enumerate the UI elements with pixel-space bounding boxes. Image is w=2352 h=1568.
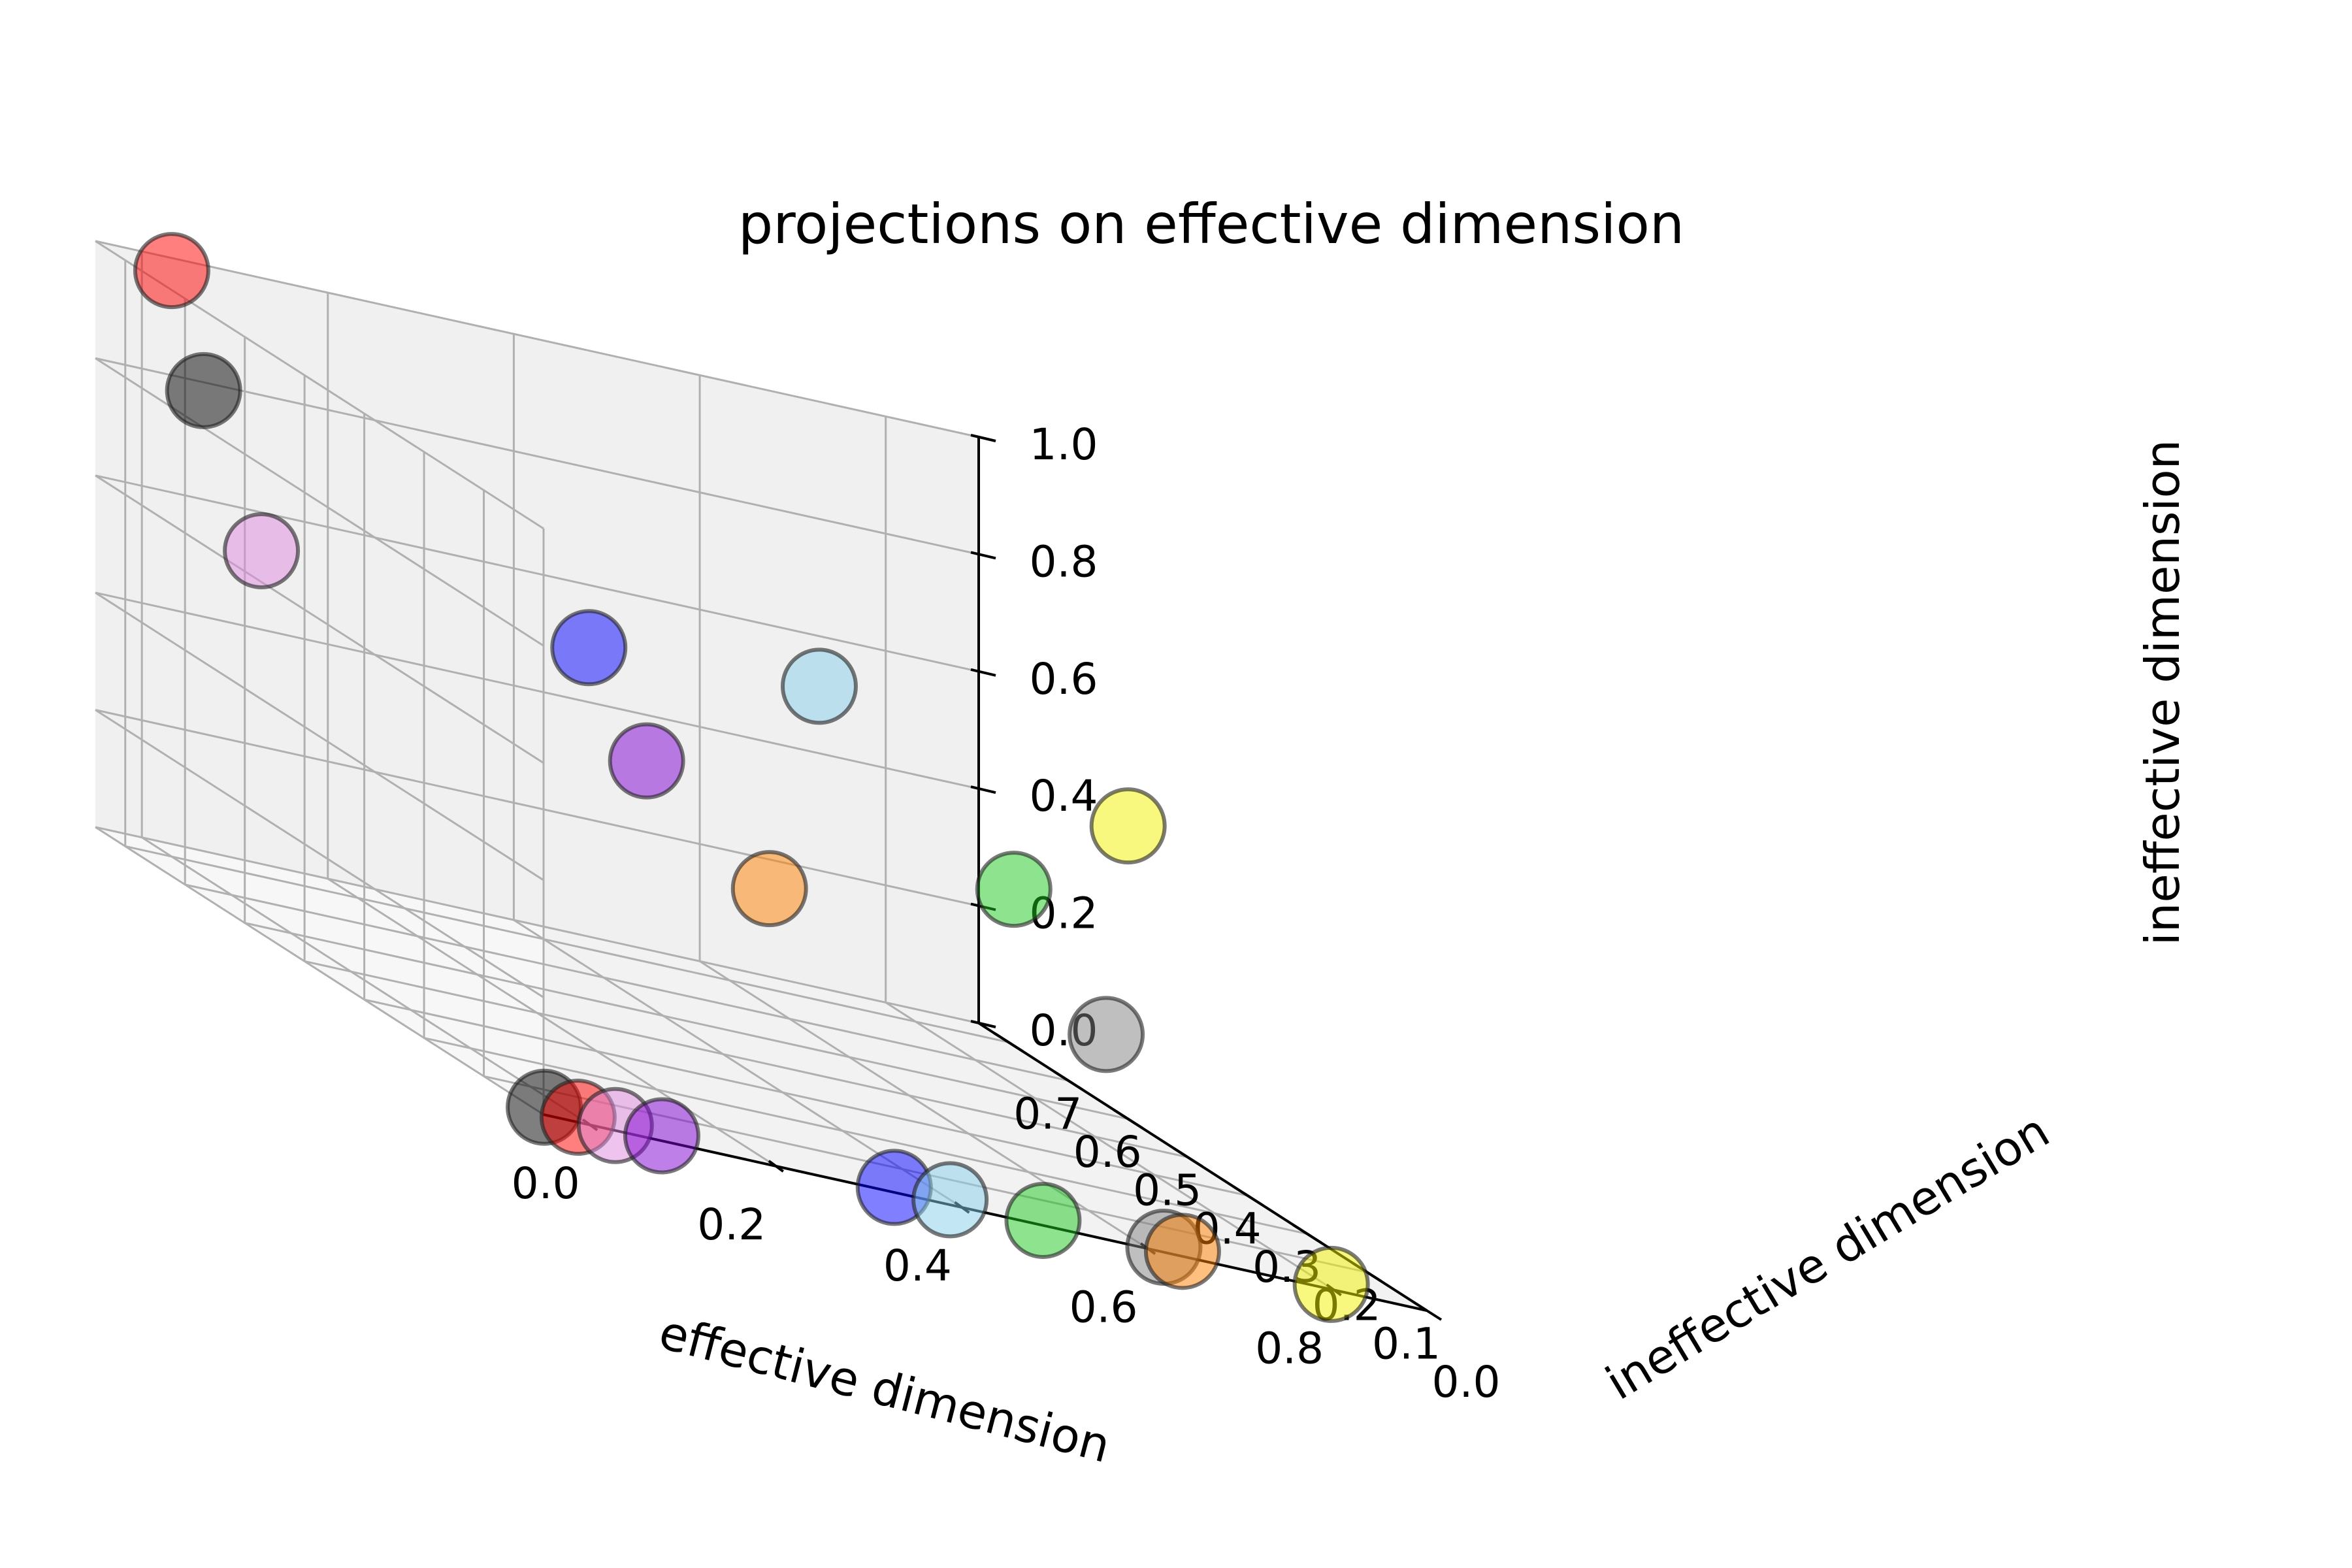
data-point [1292, 1245, 1370, 1323]
y-tick-label: 0.0 [1432, 1357, 1501, 1407]
data-point [1089, 787, 1167, 865]
y-tick-label: 0.6 [1073, 1127, 1142, 1177]
y-tick-mark [993, 1032, 1024, 1053]
y-tick-mark [1292, 1223, 1323, 1245]
data-point [550, 609, 628, 687]
data-point [1143, 1213, 1221, 1290]
axis-panes [95, 241, 1427, 1311]
z-gridline-back [95, 709, 979, 907]
z-gridline-back [95, 357, 979, 555]
z-tick-label: 0.8 [1030, 536, 1098, 587]
z-gridline-back [95, 591, 979, 790]
data-point [608, 722, 685, 800]
grid-lines [95, 240, 1428, 1312]
y-axis-label: ineffective dimension [1597, 1103, 2059, 1411]
x-tick-mark [768, 1160, 784, 1173]
data-point [165, 351, 242, 429]
data-point [780, 647, 858, 725]
y-gridline-floor [304, 960, 1188, 1158]
z-axis-label: ineffective dimension [2135, 440, 2190, 945]
x-gridline-floor [327, 877, 777, 1168]
z-tick-mark [970, 434, 996, 442]
data-point [1068, 996, 1145, 1073]
data-point [975, 851, 1053, 928]
z-gridline-left [95, 474, 544, 764]
x-gridline-floor [141, 836, 591, 1126]
y-tick-mark [1232, 1185, 1263, 1206]
y-tick-mark [1053, 1070, 1084, 1091]
chart-title: projections on effective dimension [738, 192, 1684, 256]
data-point [911, 1161, 989, 1239]
x-tick-label: 0.0 [512, 1158, 580, 1209]
z-tick-mark [970, 785, 996, 794]
data-points [133, 232, 1370, 1323]
y-gridline-floor [364, 998, 1248, 1197]
data-point [623, 1097, 700, 1175]
y-tick-mark [1411, 1300, 1443, 1321]
back-wall-pane [95, 241, 979, 1023]
z-tick-mark [970, 1020, 996, 1028]
y-tick-mark [1113, 1108, 1143, 1130]
x-tick-label: 0.8 [1255, 1323, 1324, 1373]
y-tick-label: 0.7 [1013, 1088, 1082, 1139]
z-gridline-back [95, 474, 979, 673]
data-point [1004, 1181, 1082, 1259]
z-gridline-left [95, 826, 544, 1116]
x-gridline-floor [885, 1002, 1335, 1291]
y-gridline-floor [184, 883, 1069, 1082]
z-tick-label: 0.4 [1030, 771, 1098, 821]
y-tick-label: 0.5 [1133, 1166, 1201, 1216]
z-gridline-left [95, 591, 544, 881]
z-gridline-left [95, 709, 544, 998]
z-tick-label: 1.0 [1030, 419, 1098, 470]
z-gridline-back [95, 826, 979, 1024]
z-tick-mark [970, 668, 996, 677]
data-point [133, 232, 210, 310]
y-tick-label: 0.1 [1372, 1318, 1441, 1369]
y-gridline-floor [423, 1037, 1308, 1235]
data-point [730, 850, 808, 928]
x-tick-label: 0.4 [883, 1241, 952, 1291]
y-tick-mark [1173, 1147, 1203, 1168]
z-gridline-back [95, 240, 979, 438]
x-axis-label: effective dimension [654, 1304, 1116, 1473]
x-tick-label: 0.2 [697, 1200, 766, 1250]
y-gridline-floor [125, 845, 1009, 1043]
y-gridline-floor [244, 922, 1128, 1120]
z-tick-label: 0.6 [1030, 654, 1098, 704]
x-tick-label: 0.6 [1070, 1282, 1138, 1332]
z-tick-mark [970, 551, 996, 560]
data-point [223, 512, 301, 589]
